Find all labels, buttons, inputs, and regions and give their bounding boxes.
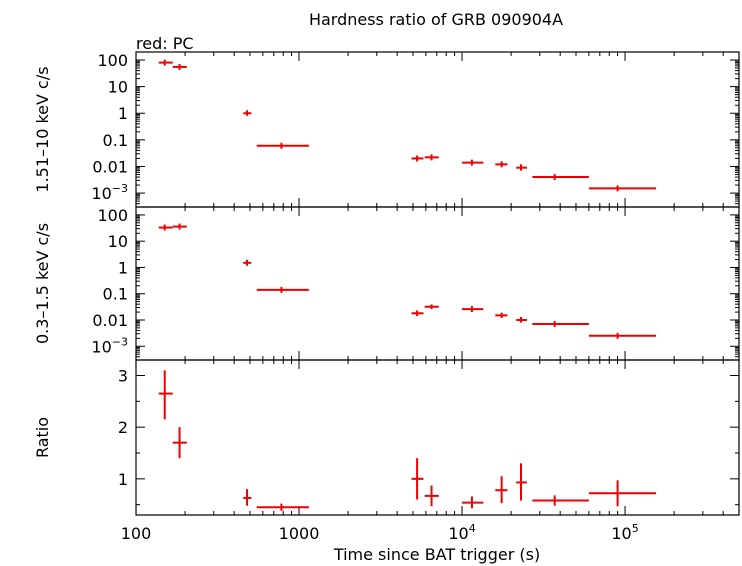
data-point [516, 164, 527, 171]
y-tick-label: 0.1 [103, 285, 128, 304]
y-tick-label: 0.01 [92, 311, 128, 330]
data-point [462, 496, 484, 509]
data-point [243, 489, 252, 506]
legend-label: red: PC [136, 34, 194, 53]
data-point [256, 286, 309, 293]
data-point [256, 142, 309, 149]
data-point [158, 224, 173, 231]
data-point [532, 495, 589, 506]
data-point [172, 63, 187, 70]
y-tick-label: 10−3 [91, 335, 128, 356]
data-point [411, 155, 424, 162]
data-point [411, 310, 424, 317]
panel-hard-band: 100 10 1 0.1 0.01 10−3 1.51–10 keV c/s [33, 51, 740, 208]
panel-frame [135, 51, 740, 208]
data-point [588, 480, 657, 507]
y-tick-label: 10−3 [91, 182, 128, 203]
data-point [495, 476, 508, 504]
y-tick-label: 1 [118, 104, 128, 123]
y-tick-label: 100 [97, 51, 128, 70]
y-axis-label: 1.51–10 keV c/s [33, 66, 52, 192]
y-tick-label: 10 [108, 78, 128, 97]
y-tick-label: 0.01 [92, 157, 128, 176]
data-point [424, 304, 439, 310]
y-tick-label: 3 [118, 367, 128, 386]
data-point [588, 332, 657, 339]
x-axis-label: Time since BAT trigger (s) [333, 545, 540, 564]
data-point [532, 321, 589, 328]
data-point [243, 110, 252, 116]
data-point [516, 463, 527, 501]
data-point [462, 159, 484, 166]
data-point [172, 427, 187, 459]
data-point [516, 316, 527, 323]
x-tick-label: 1000 [279, 524, 320, 543]
data-point [588, 185, 657, 192]
data-point [532, 174, 589, 181]
y-tick-label: 10 [108, 232, 128, 251]
y-axis-label: 0.3–1.5 keV c/s [33, 223, 52, 344]
x-tick-label: 105 [611, 522, 638, 543]
data-point [172, 223, 187, 230]
x-tick-label: 100 [121, 524, 152, 543]
data-point [424, 154, 439, 161]
panel-frame [135, 206, 740, 361]
y-tick-label: 0.1 [103, 131, 128, 150]
plot-area: 100 10 1 0.1 0.01 10−3 1.51–10 keV c/s 100 10 1 0.… [33, 51, 740, 564]
y-tick-label: 100 [97, 206, 128, 225]
x-tick-label: 104 [448, 522, 475, 543]
data-point [462, 306, 484, 313]
panel-frame [135, 359, 740, 516]
data-point [424, 485, 439, 507]
data-point [495, 161, 508, 168]
panel-ratio: 1 2 3 Ratio [33, 359, 740, 516]
chart-title: Hardness ratio of GRB 090904A [309, 10, 563, 29]
y-tick-label: 2 [118, 418, 128, 437]
panel-soft-band: 100 10 1 0.1 0.01 10−3 0.3–1.5 keV c/s [33, 206, 740, 361]
y-tick-label: 1 [118, 470, 128, 489]
data-point [243, 259, 252, 266]
data-point [495, 312, 508, 318]
data-point [158, 370, 173, 420]
data-point [256, 503, 309, 511]
y-axis-label: Ratio [33, 417, 52, 458]
data-point [158, 59, 173, 66]
data-point [411, 458, 424, 500]
y-tick-label: 1 [118, 258, 128, 277]
x-axis: 100 1000 104 105 Time since BAT trigger (s) [121, 522, 639, 564]
